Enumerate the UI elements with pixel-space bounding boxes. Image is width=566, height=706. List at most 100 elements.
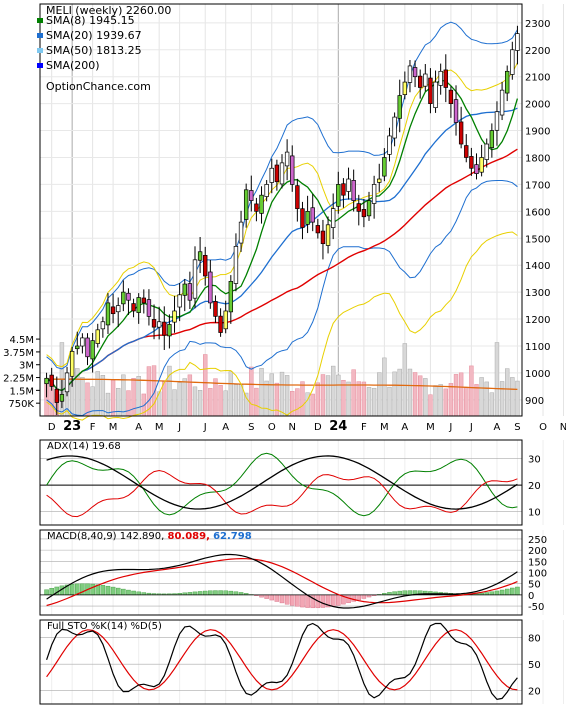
candle-body bbox=[453, 99, 459, 123]
candle-body bbox=[290, 155, 295, 185]
grid-layer: 9001000110012001300140015001600170018001… bbox=[3, 4, 565, 704]
volume-bar bbox=[325, 375, 331, 417]
candle-body bbox=[458, 121, 464, 145]
macd-panel-tick-label: 200 bbox=[528, 546, 547, 557]
candle-body bbox=[208, 271, 213, 304]
candle-body bbox=[49, 374, 54, 387]
volume-bar bbox=[213, 378, 218, 417]
candle-body bbox=[238, 221, 244, 244]
macd-histogram-bar bbox=[504, 588, 510, 596]
macd-panel-tick-label: 100 bbox=[528, 569, 547, 580]
legend-entry: SMA(8) 1945.15 bbox=[46, 14, 135, 27]
candle-body bbox=[254, 203, 259, 212]
time-axis-label: F bbox=[90, 422, 96, 433]
candle-body bbox=[341, 183, 346, 196]
candle-body bbox=[182, 283, 187, 296]
volume-layer bbox=[44, 342, 520, 417]
candle-body bbox=[54, 388, 59, 403]
candle-body bbox=[499, 89, 505, 116]
candle-body bbox=[172, 310, 177, 323]
volume-bar bbox=[223, 390, 228, 417]
macd-histogram-bar bbox=[197, 591, 203, 596]
macd-histogram-bar bbox=[44, 589, 49, 596]
volume-bar bbox=[371, 387, 377, 417]
volume-bar bbox=[428, 394, 433, 417]
volume-bar bbox=[110, 379, 116, 417]
candle-body bbox=[505, 70, 510, 94]
macd-histogram-bar bbox=[228, 590, 234, 596]
candle-body bbox=[397, 95, 402, 119]
volume-bar bbox=[484, 381, 489, 417]
candle-body bbox=[448, 89, 454, 104]
volume-bar bbox=[136, 376, 141, 417]
macd-panel-tick-label: 0 bbox=[528, 591, 534, 602]
volume-tick-label: 4.5M bbox=[9, 335, 34, 346]
candle-body bbox=[274, 164, 280, 183]
candle-body bbox=[356, 203, 361, 212]
candle-body bbox=[177, 294, 182, 308]
candle-body bbox=[330, 208, 336, 228]
price-tick-label: 1700 bbox=[525, 180, 550, 191]
time-axis-label: F bbox=[361, 422, 367, 433]
volume-tick-label: 3.75M bbox=[3, 348, 34, 359]
macd-histogram-bar bbox=[320, 594, 326, 608]
price-tick-label: 1500 bbox=[525, 234, 550, 245]
volume-bar bbox=[417, 375, 423, 417]
candle-body bbox=[382, 157, 387, 177]
time-axis-label: S bbox=[248, 422, 254, 433]
volume-bar bbox=[203, 354, 208, 417]
price-tick-label: 900 bbox=[525, 396, 544, 407]
price-tick-label: 1900 bbox=[525, 127, 550, 138]
candle-body bbox=[228, 281, 234, 313]
price-layer bbox=[44, 21, 520, 421]
candle-body bbox=[310, 207, 315, 223]
volume-bar bbox=[505, 368, 510, 417]
adx-line bbox=[46, 455, 518, 510]
adx-plus-di-line bbox=[46, 452, 518, 517]
candle-body bbox=[494, 111, 500, 131]
macd-histogram-bar bbox=[269, 594, 275, 601]
macd-histogram-bar bbox=[126, 589, 131, 596]
volume-bar bbox=[295, 388, 300, 417]
indicator-layer bbox=[40, 452, 522, 701]
macd-histogram-bar bbox=[100, 585, 106, 596]
candle-body bbox=[464, 145, 469, 158]
volume-tick-label: 2.25M bbox=[3, 374, 34, 385]
macd-histogram-bar bbox=[510, 587, 515, 596]
macd-histogram-bar bbox=[356, 594, 362, 601]
candle-body bbox=[366, 200, 372, 217]
macd-histogram-bar bbox=[202, 590, 208, 596]
macd-histogram-bar bbox=[494, 590, 500, 596]
volume-moving-average bbox=[46, 378, 518, 391]
candle-body bbox=[259, 194, 264, 214]
time-axis-label: A bbox=[401, 422, 408, 433]
volume-bar bbox=[315, 382, 321, 417]
macd-line bbox=[46, 553, 518, 609]
macd-histogram-bar bbox=[136, 591, 141, 596]
volume-bar bbox=[126, 390, 131, 417]
candle-body bbox=[85, 337, 90, 358]
macd-histogram-bar bbox=[233, 591, 239, 596]
volume-bar bbox=[233, 384, 239, 417]
volume-bar bbox=[162, 381, 167, 417]
adx-minus-di-line bbox=[46, 469, 518, 518]
price-tick-label: 1000 bbox=[525, 369, 550, 380]
candle-body bbox=[392, 116, 397, 139]
candle-body bbox=[412, 67, 418, 78]
volume-bar bbox=[284, 375, 290, 417]
time-axis-label: N bbox=[560, 422, 566, 433]
macd-signal-line bbox=[46, 557, 518, 607]
macd-histogram-bar bbox=[192, 591, 198, 596]
volume-bar bbox=[254, 387, 259, 417]
volume-bar bbox=[187, 374, 193, 417]
candle-body bbox=[126, 292, 131, 301]
legend-entry: SMA(200) bbox=[46, 59, 100, 72]
volume-tick-label: 1.5M bbox=[9, 386, 34, 397]
volume-bar bbox=[310, 393, 315, 417]
volume-bar bbox=[448, 383, 454, 417]
macd-histogram-bar bbox=[90, 583, 95, 596]
adx-panel-tick-label: 20 bbox=[528, 481, 541, 492]
macd-histogram-bar bbox=[264, 594, 269, 599]
candle-body bbox=[213, 301, 218, 317]
time-axis-label: J bbox=[448, 422, 452, 433]
